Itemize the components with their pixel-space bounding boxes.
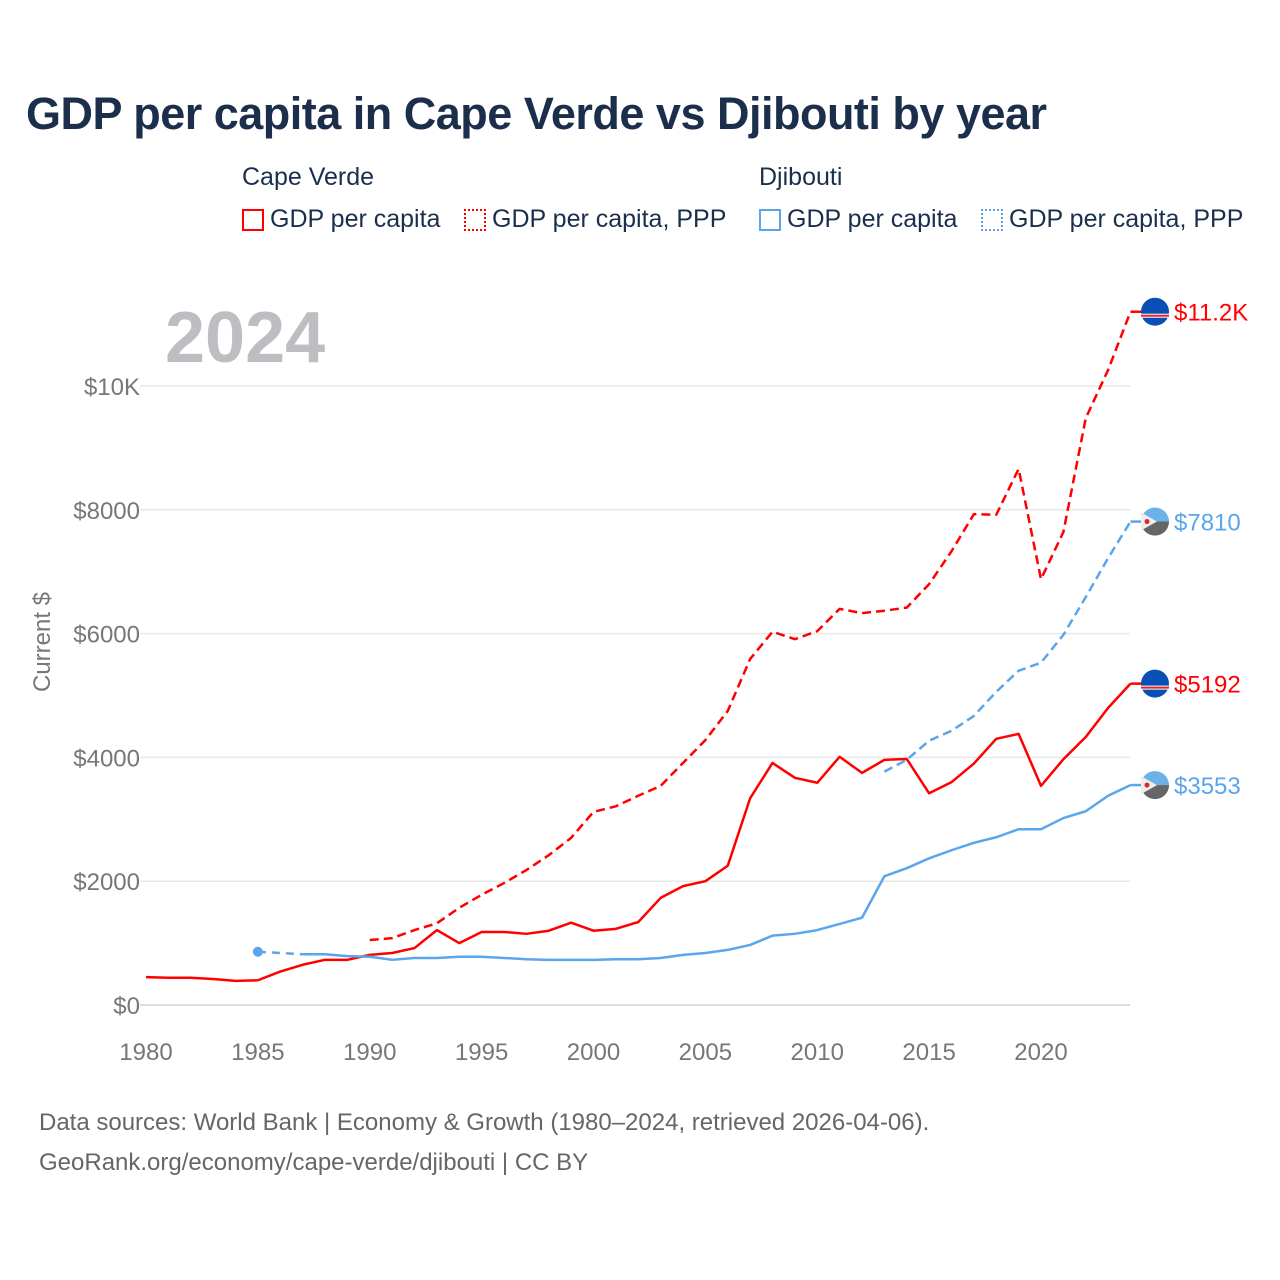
legend-label: GDP per capita	[270, 205, 441, 233]
x-tick-label: 2010	[791, 1039, 844, 1066]
x-tick-label: 2000	[567, 1039, 620, 1066]
legend-swatch-dotted	[464, 208, 486, 231]
flag-stripe	[1141, 314, 1169, 317]
legend-cv-ppp[interactable]: GDP per capita, PPP	[464, 205, 726, 234]
flag-stripe	[1141, 686, 1169, 689]
legend-cv-gdp[interactable]: GDP per capita	[242, 205, 440, 234]
end-value-label: $3553	[1174, 773, 1241, 800]
series-line-3	[883, 520, 1132, 773]
x-tick-label: 1985	[231, 1039, 284, 1066]
cape-verde-flag-icon	[1141, 297, 1169, 326]
y-tick-label: $6000	[73, 622, 140, 649]
x-tick-label: 1980	[119, 1039, 172, 1066]
end-value-label: $11.2K	[1174, 300, 1248, 327]
series-line-0	[145, 682, 1132, 983]
end-value-label: $5192	[1174, 672, 1241, 699]
legend-label: GDP per capita, PPP	[1009, 205, 1244, 233]
y-axis-label: Current $	[29, 592, 56, 692]
legend-dj-ppp[interactable]: GDP per capita, PPP	[981, 205, 1243, 234]
legend-label: GDP per capita, PPP	[492, 205, 727, 233]
legend-swatch-solid	[242, 208, 264, 231]
series-gap-line	[257, 950, 303, 956]
legend-group-cape-verde: Cape Verde	[242, 163, 375, 191]
flag-star	[1144, 782, 1150, 788]
series-line-2	[302, 783, 1132, 962]
x-tick-label: 2020	[1014, 1039, 1067, 1066]
series-line-1	[369, 311, 1132, 942]
y-tick-label: $0	[113, 993, 140, 1020]
y-tick-label: $8000	[73, 498, 140, 525]
x-tick-label: 2015	[902, 1039, 955, 1066]
y-tick-label: $4000	[73, 745, 140, 772]
legend-group-djibouti: Djibouti	[759, 163, 843, 191]
x-tick-label: 2005	[679, 1039, 732, 1066]
legend-dj-gdp[interactable]: GDP per capita	[759, 205, 957, 234]
chart-title: GDP per capita in Cape Verde vs Djibouti…	[26, 88, 1047, 139]
legend-label: GDP per capita	[787, 205, 958, 233]
x-tick-label: 1995	[455, 1039, 508, 1066]
footer-sources: Data sources: World Bank | Economy & Gro…	[39, 1109, 930, 1136]
footer-link[interactable]: GeoRank.org/economy/cape-verde/djibouti …	[39, 1149, 589, 1176]
cape-verde-flag-icon	[1141, 669, 1169, 698]
x-tick-label: 1990	[343, 1039, 396, 1066]
end-value-label: $7810	[1174, 510, 1241, 537]
flag-star	[1144, 519, 1150, 525]
y-tick-label: $10K	[84, 374, 140, 401]
legend-swatch-dotted	[981, 208, 1003, 231]
y-tick-label: $2000	[73, 869, 140, 896]
legend-swatch-solid	[759, 208, 781, 231]
year-label: 2024	[165, 298, 325, 378]
